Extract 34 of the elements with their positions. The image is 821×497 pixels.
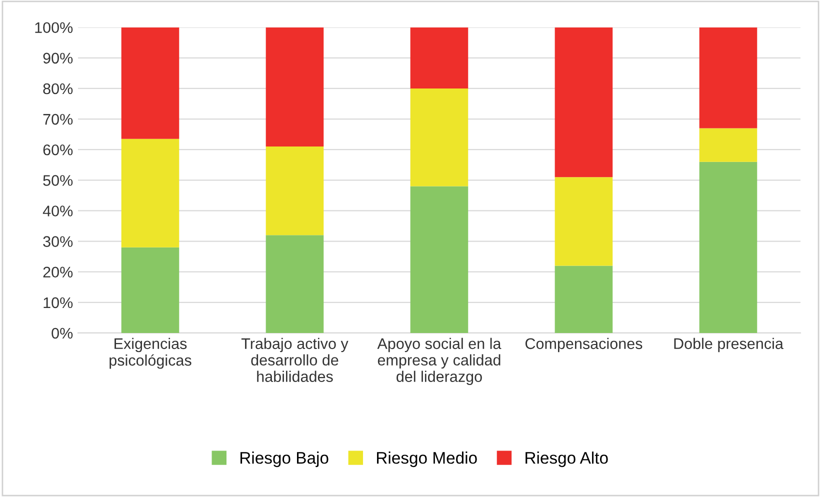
y-tick-label: 10% [44,297,73,308]
bar [410,27,468,88]
bar [554,27,613,178]
y-tick-label: 90% [43,52,73,64]
y-tick-label: 30% [43,236,73,247]
bar [699,128,758,162]
bar [554,177,613,266]
legend-label: Riesgo Bajo [240,452,328,468]
bar [121,138,180,248]
legend-label: Riesgo Medio [377,452,477,468]
x-tick-label: Apoyo social en la empresa y calidad del liderazgo [377,338,502,386]
bar [266,27,324,147]
bar [410,88,468,186]
x-tick-label: Exigencias psicológicas [110,338,192,369]
y-tick-label: 80% [43,83,73,94]
x-tick-label: Compensaciones [525,338,642,352]
bar [121,27,180,139]
y-tick-label: 100% [35,22,73,34]
bar [699,27,758,128]
legend-label: Riesgo Alto [526,452,608,468]
x-tick-label: Doble presencia [674,338,784,352]
y-tick-label: 20% [43,266,73,278]
bar [121,247,180,333]
bar [266,146,324,236]
y-tick-label: 50% [43,175,73,186]
x-tick-label: Trabajo activo y desarrollo de habilidades [241,338,348,382]
bar [554,266,613,333]
bar [266,235,324,333]
y-tick-label: 60% [43,144,73,156]
y-tick-label: 0% [52,328,73,339]
bar [699,162,758,333]
y-tick-label: 70% [43,114,73,125]
bar [410,186,468,333]
y-tick-label: 40% [42,206,73,216]
